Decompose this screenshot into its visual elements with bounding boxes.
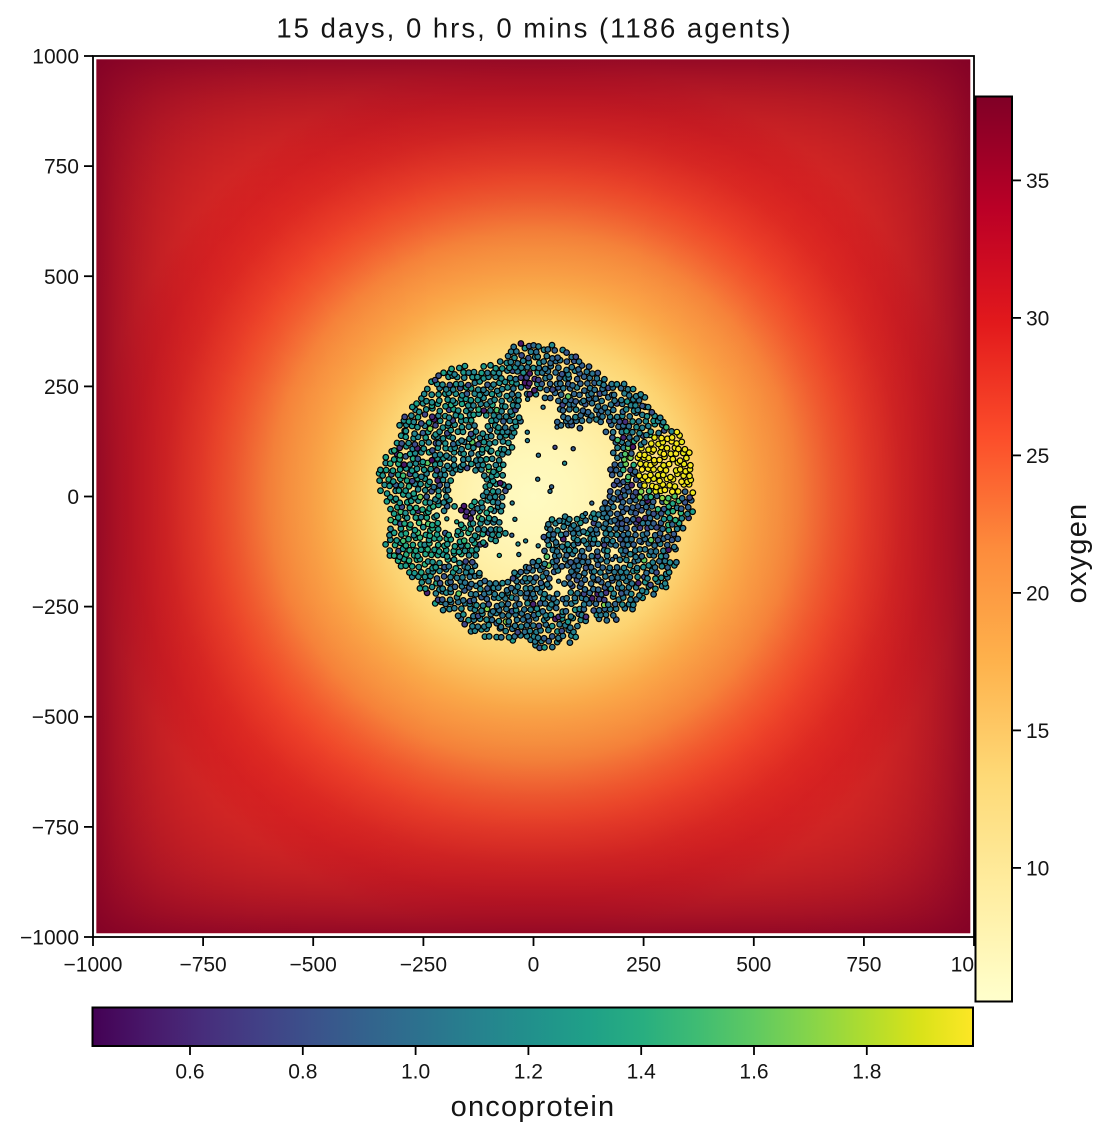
svg-text:500: 500 [736,954,771,977]
svg-text:−1000: −1000 [20,927,79,950]
svg-text:1.2: 1.2 [514,1061,543,1084]
svg-text:10: 10 [1026,857,1049,880]
svg-text:25: 25 [1026,445,1049,468]
svg-text:−250: −250 [400,954,447,977]
svg-text:250: 250 [44,376,79,399]
svg-text:750: 750 [846,954,881,977]
svg-text:1000: 1000 [32,46,79,69]
svg-text:−1000: −1000 [64,954,123,977]
svg-text:0: 0 [528,954,540,977]
svg-text:1.6: 1.6 [739,1061,768,1084]
svg-text:−500: −500 [32,706,79,729]
svg-text:1.0: 1.0 [401,1061,430,1084]
svg-text:750: 750 [44,156,79,179]
svg-text:20: 20 [1026,582,1049,605]
svg-text:−250: −250 [32,596,79,619]
svg-text:1.8: 1.8 [852,1061,881,1084]
svg-text:oncoprotein: oncoprotein [451,1091,616,1123]
svg-text:−750: −750 [32,816,79,839]
svg-text:0.6: 0.6 [175,1061,204,1084]
svg-text:0: 0 [67,486,79,509]
svg-text:250: 250 [626,954,661,977]
svg-text:15: 15 [1026,720,1049,743]
svg-text:15 days, 0 hrs, 0 mins (1186 a: 15 days, 0 hrs, 0 mins (1186 agents) [276,13,792,44]
svg-text:35: 35 [1026,170,1049,193]
svg-text:−500: −500 [290,954,337,977]
svg-text:1.4: 1.4 [627,1061,657,1084]
svg-text:−750: −750 [179,954,226,977]
svg-text:oxygen: oxygen [1061,503,1093,604]
svg-text:500: 500 [44,266,79,289]
svg-text:30: 30 [1026,307,1049,330]
svg-text:0.8: 0.8 [288,1061,317,1084]
